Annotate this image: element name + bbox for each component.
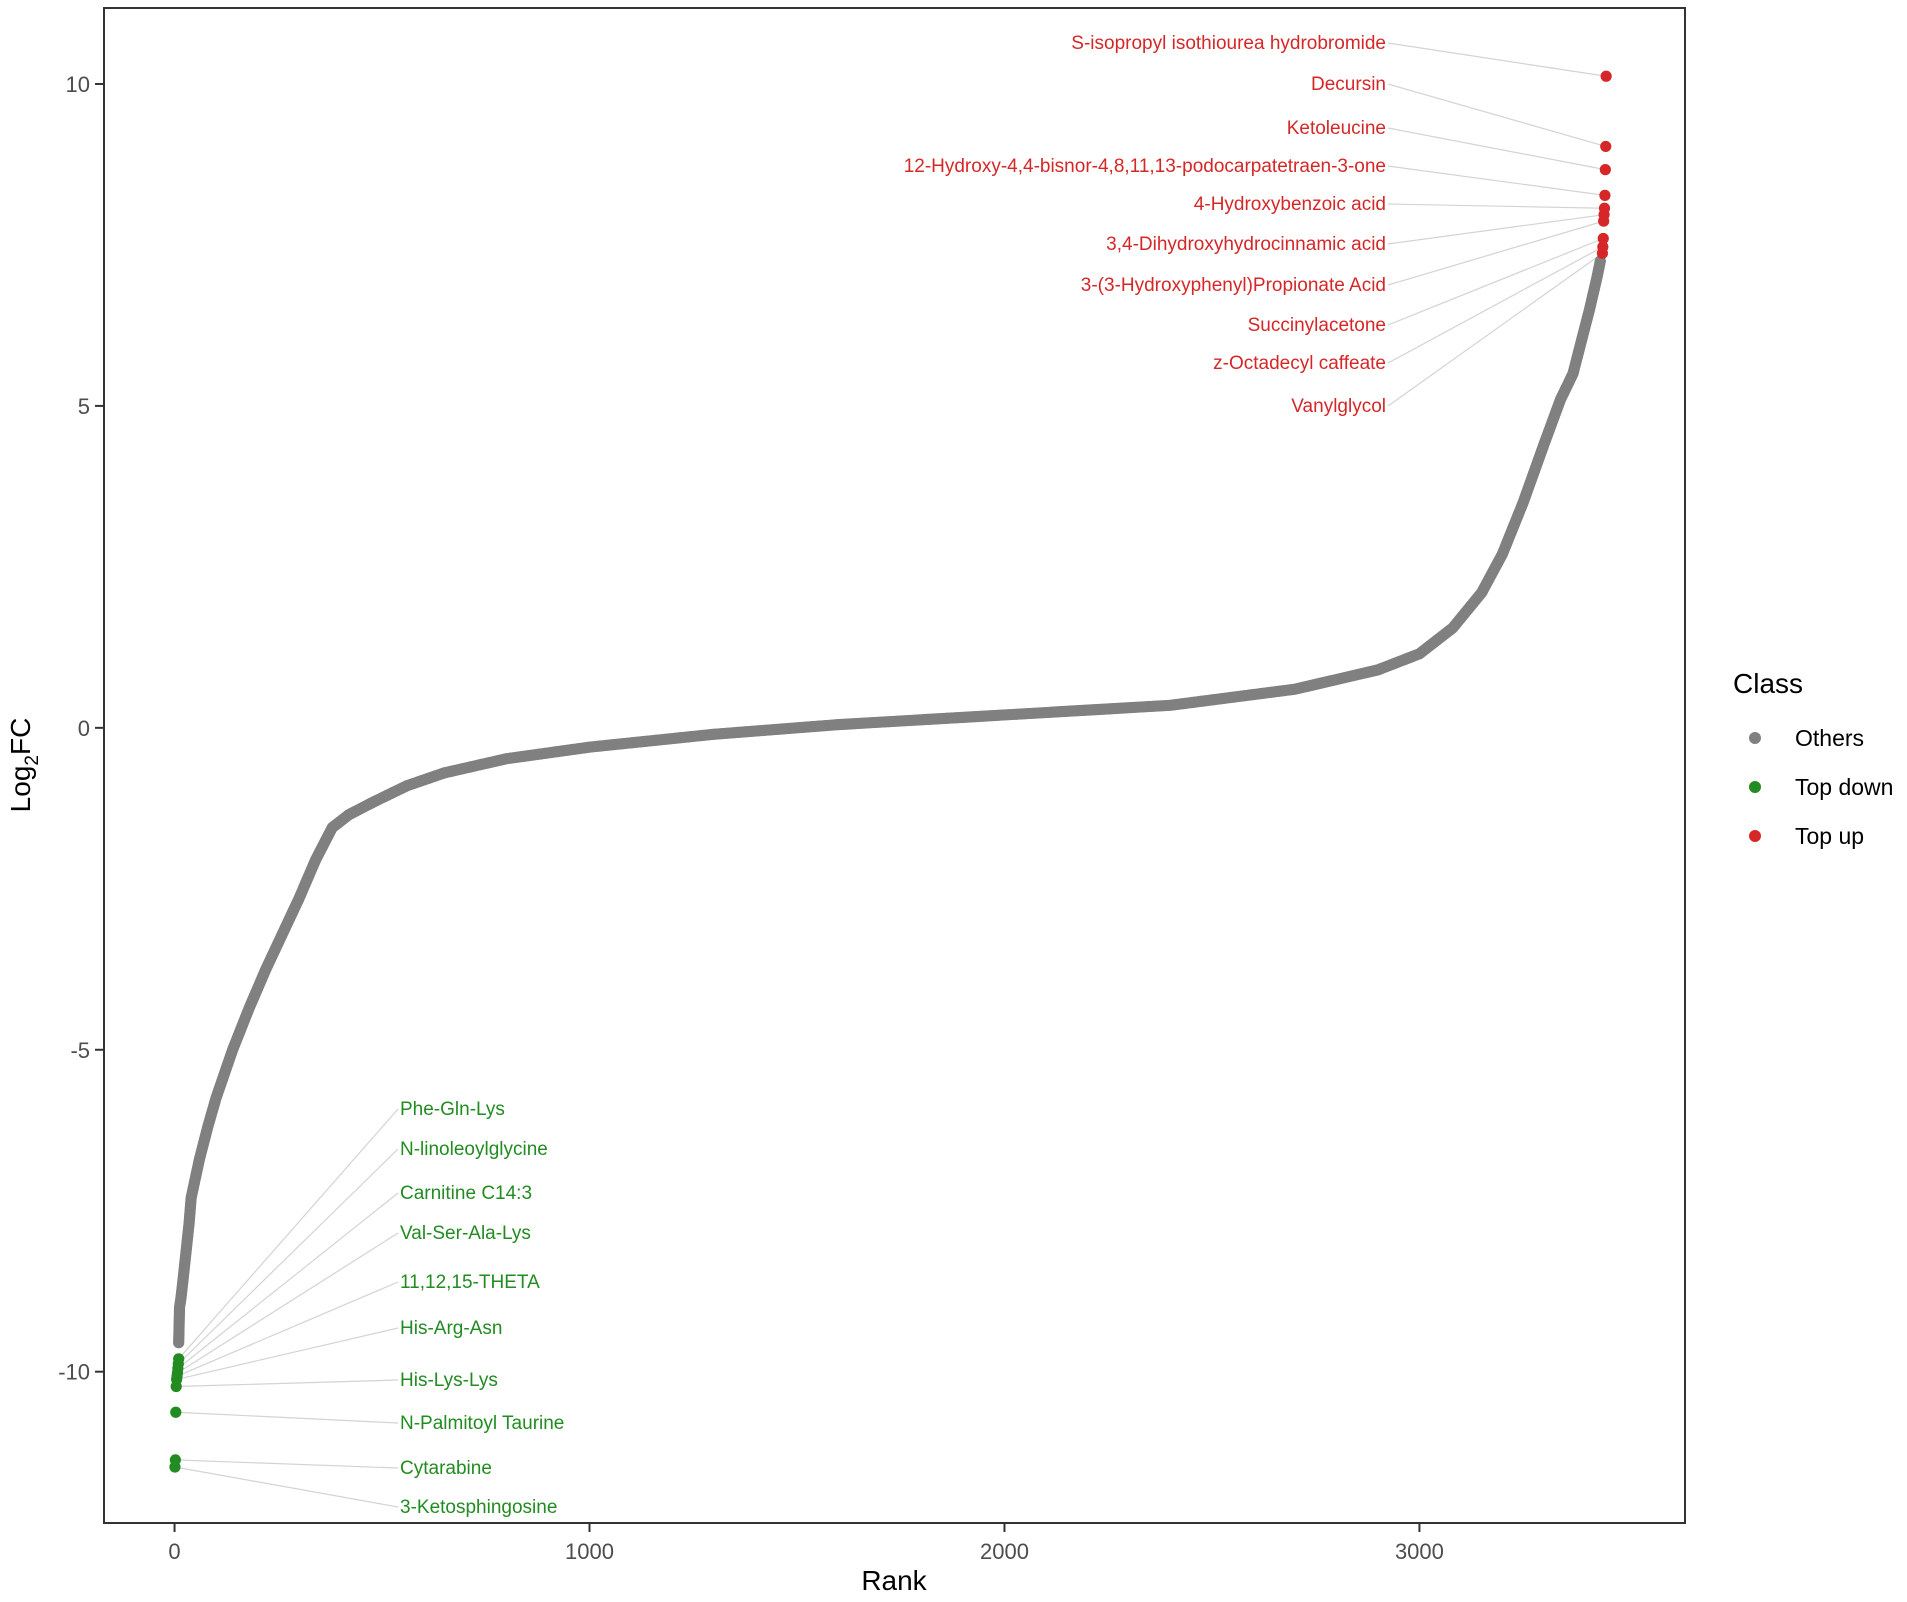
top-down-label-5: His-Arg-Asn [400, 1318, 502, 1339]
y-axis-title-main: Log [5, 766, 36, 813]
top-down-connector-5 [176, 1327, 399, 1381]
top-down-connector-4 [176, 1281, 399, 1377]
top-up-label-0: S-isopropyl isothiourea hydrobromide [1071, 33, 1386, 54]
top-up-points [1596, 70, 1612, 259]
y-axis: 10 5 0 -5 -10 [58, 72, 103, 1385]
top-down-connector-1 [177, 1148, 399, 1365]
top-up-connector-5 [1387, 214, 1605, 245]
y-tick-label-2: 0 [78, 716, 90, 741]
top-down-connector-0 [178, 1108, 399, 1360]
top-down-point-9 [169, 1461, 181, 1473]
legend: Class Others Top down Top up [1733, 668, 1893, 849]
top-down-label-9: 3-Ketosphingosine [400, 1497, 557, 1518]
top-down-connector-3 [177, 1232, 399, 1374]
top-up-label-2: Ketoleucine [1287, 118, 1386, 139]
top-up-connector-7 [1387, 237, 1604, 326]
top-down-connector-2 [177, 1192, 399, 1369]
y-axis-title: Log2FC [5, 718, 43, 813]
top-down-label-6: His-Lys-Lys [400, 1370, 498, 1391]
top-up-point-1 [1600, 140, 1612, 153]
x-tick-label-3: 3000 [1395, 1539, 1444, 1564]
top-down-label-7: N-Palmitoyl Taurine [400, 1413, 564, 1434]
top-up-point-2 [1599, 164, 1611, 176]
plot-panel-border [103, 7, 1686, 1524]
y-tick-label-0: 10 [66, 72, 90, 97]
y-axis-title-tail: FC [5, 718, 36, 755]
top-down-label-2: Carnitine C14:3 [400, 1183, 532, 1204]
legend-title: Class [1733, 668, 1803, 699]
y-tick-label-4: -10 [58, 1360, 90, 1385]
top-up-label-3: 12-Hydroxy-4,4-bisnor-4,8,11,13-podocarp… [904, 156, 1386, 177]
top-down-connector-9 [174, 1466, 399, 1508]
y-axis-title-subscript: 2 [22, 755, 43, 766]
legend-key-1 [1749, 781, 1761, 793]
top-up-label-1: Decursin [1311, 74, 1386, 95]
top-up-label-9: Vanylglycol [1291, 396, 1386, 417]
top-up-connector-9 [1387, 252, 1603, 407]
top-up-point-6 [1598, 215, 1610, 227]
top-down-label-3: Val-Ser-Ala-Lys [400, 1223, 531, 1244]
y-tick-label-3: -5 [70, 1038, 90, 1063]
point-labels: S-isopropyl isothiourea hydrobromide Decu… [400, 33, 1386, 1518]
label-connectors [174, 42, 1607, 1508]
top-down-points [169, 1353, 185, 1473]
top-up-label-7: Succinylacetone [1248, 315, 1386, 336]
top-down-connector-6 [176, 1379, 399, 1388]
x-tick-label-2: 2000 [980, 1539, 1029, 1564]
top-down-connector-8 [175, 1459, 399, 1469]
top-up-label-6: 3-(3-Hydroxyphenyl)Propionate Acid [1081, 275, 1386, 296]
top-up-point-7 [1597, 232, 1609, 245]
top-down-label-8: Cytarabine [400, 1458, 492, 1479]
top-up-connector-0 [1387, 42, 1607, 77]
top-down-label-0: Phe-Gln-Lys [400, 1099, 505, 1120]
x-axis-title: Rank [861, 1565, 927, 1596]
top-down-label-4: 11,12,15-THETA [400, 1272, 540, 1293]
top-down-point-6 [170, 1380, 182, 1393]
x-tick-label-1: 1000 [565, 1539, 614, 1564]
x-tick-label-0: 0 [168, 1539, 180, 1564]
top-up-label-4: 4-Hydroxybenzoic acid [1194, 194, 1386, 215]
legend-label-2: Top up [1795, 823, 1864, 849]
top-up-connector-2 [1387, 127, 1606, 171]
top-down-connector-7 [175, 1411, 399, 1424]
top-up-connector-1 [1387, 83, 1606, 148]
top-up-connector-4 [1387, 203, 1605, 209]
top-up-point-3 [1599, 189, 1611, 201]
legend-entries: Others Top down Top up [1749, 725, 1893, 849]
legend-key-0 [1749, 732, 1761, 744]
others-points [173, 255, 1606, 1349]
y-tick-label-1: 5 [78, 394, 90, 419]
x-axis: 0 1000 2000 3000 [168, 1524, 1444, 1564]
top-up-point-0 [1600, 70, 1612, 82]
top-up-label-5: 3,4-Dihydroxyhydrocinnamic acid [1106, 234, 1386, 255]
legend-key-2 [1749, 830, 1761, 842]
top-up-connector-3 [1387, 165, 1605, 196]
legend-label-1: Top down [1795, 774, 1893, 800]
top-up-connector-8 [1387, 246, 1604, 364]
top-up-connector-6 [1387, 220, 1604, 286]
top-down-point-7 [170, 1406, 182, 1418]
top-down-label-1: N-linoleoylglycine [400, 1139, 548, 1160]
top-up-point-9 [1596, 247, 1609, 259]
legend-label-0: Others [1795, 725, 1864, 751]
top-up-label-8: z-Octadecyl caffeate [1213, 353, 1386, 374]
